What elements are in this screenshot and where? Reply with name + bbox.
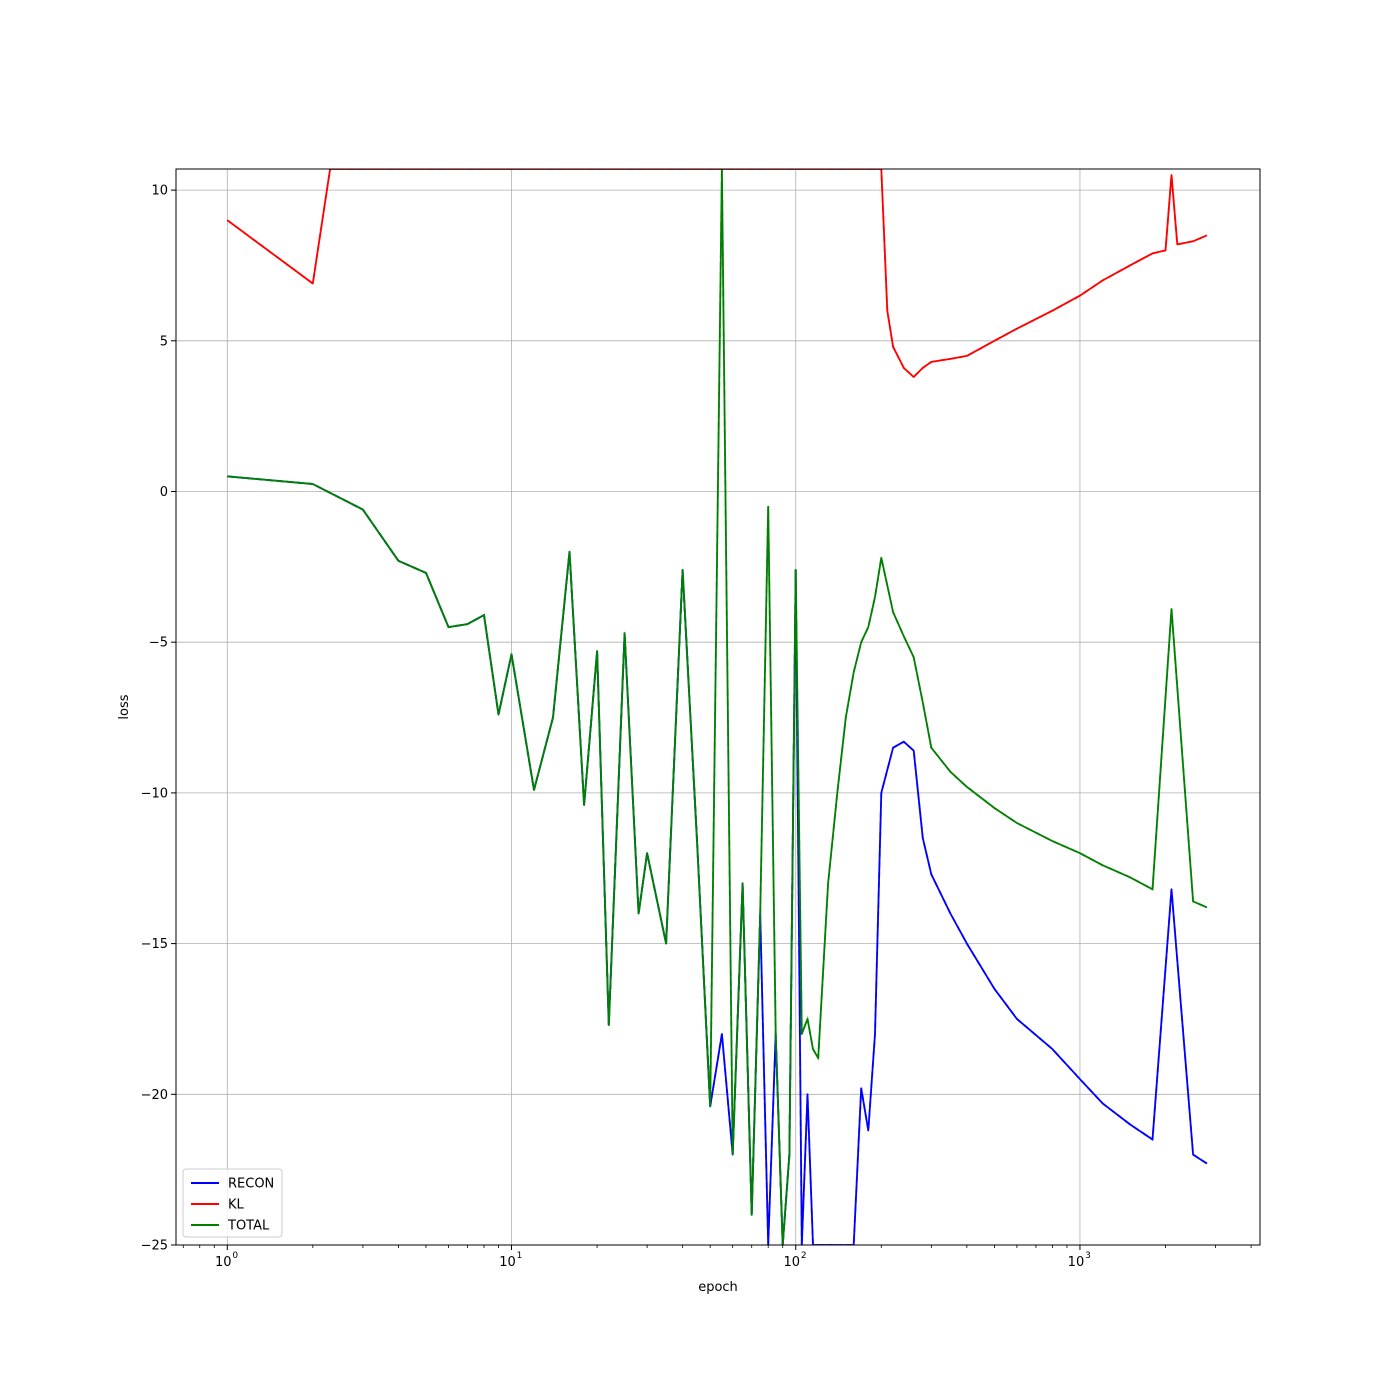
legend-label-kl: KL: [228, 1198, 245, 1213]
x-tick-exponent: 3: [1085, 1251, 1091, 1261]
x-tick-label: 10: [1068, 1255, 1085, 1270]
y-axis: 10 5 0 −5 −10 −15 −20 −25: [141, 184, 176, 1254]
legend: RECON KL TOTAL: [182, 1168, 283, 1238]
legend-label-recon: RECON: [228, 1177, 274, 1192]
plot-frame: [175, 168, 1261, 1246]
y-tick-label: −5: [149, 636, 168, 651]
x-tick-exponent: 1: [517, 1251, 523, 1261]
x-axis-label: epoch: [698, 1280, 738, 1295]
series-kl-line: [226, 169, 1208, 378]
y-tick-label: 10: [151, 184, 168, 199]
series-layer: [226, 169, 1208, 1245]
x-tick-exponent: 0: [232, 1251, 238, 1261]
x-tick-label: 10: [783, 1255, 800, 1270]
y-tick-label: −15: [141, 937, 168, 952]
y-axis-label: loss: [117, 694, 132, 719]
series-total-line: [227, 169, 1208, 1245]
y-tick-label: −25: [141, 1239, 168, 1254]
x-tick-label: 10: [215, 1255, 232, 1270]
y-tick-label: −20: [141, 1088, 168, 1103]
legend-label-total: TOTAL: [227, 1219, 270, 1234]
y-tick-label: 5: [160, 334, 168, 349]
legend-box: [182, 1168, 283, 1238]
x-tick-exponent: 2: [801, 1251, 807, 1261]
y-tick-label: −10: [141, 786, 168, 801]
x-tick-label: 10: [499, 1255, 516, 1270]
y-tick-label: 0: [160, 485, 168, 500]
x-axis: 10 0 10 1 10 2 10 3: [182, 1245, 1252, 1270]
